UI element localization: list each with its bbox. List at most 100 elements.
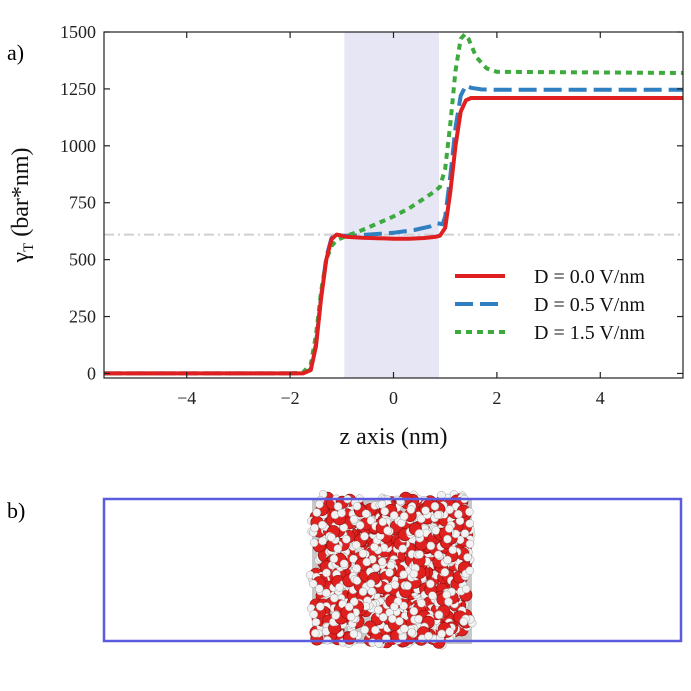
hydrogen-atom (355, 521, 365, 530)
hydrogen-atom (459, 617, 468, 626)
hydrogen-atom (443, 555, 452, 565)
hydrogen-atom (352, 501, 362, 511)
shaded-region (344, 32, 439, 378)
hydrogen-atom (339, 559, 349, 569)
tension-profile-chart: −4 −2 0 2 4 0 250 500 750 1000 1250 1500 z axis (n… (8, 22, 684, 450)
hydrogen-atom (311, 628, 320, 638)
hydrogen-atom (318, 520, 327, 530)
hydrogen-atom (399, 570, 408, 579)
hydrogen-atom (315, 584, 324, 593)
hydrogen-atom (349, 554, 358, 564)
hydrogen-atom (346, 612, 356, 622)
water-slab (305, 489, 477, 650)
y-tick-label: 1250 (60, 79, 96, 99)
hydrogen-atom (349, 515, 359, 524)
hydrogen-atom (428, 591, 437, 600)
hydrogen-atom (342, 535, 351, 544)
hydrogen-atom (349, 597, 359, 606)
hydrogen-atom (329, 554, 339, 564)
hydrogen-atom (379, 613, 388, 622)
legend-label-d15: D = 1.5 V/nm (534, 322, 645, 344)
hydrogen-atom (465, 507, 474, 517)
hydrogen-atom (366, 579, 376, 589)
hydrogen-atom (361, 509, 371, 519)
y-axis-title: γT (bar*nm) (8, 147, 37, 263)
hydrogen-atom (444, 524, 454, 533)
hydrogen-atom (388, 614, 397, 624)
hydrogen-atom (308, 579, 318, 589)
y-tick-label: 500 (69, 250, 96, 270)
hydrogen-atom (409, 569, 419, 579)
y-tick-label: 1500 (60, 22, 96, 42)
series-layer (104, 32, 684, 376)
hydrogen-atom (315, 602, 325, 611)
hydrogen-atom (465, 519, 474, 528)
hydrogen-atom (454, 509, 463, 519)
hydrogen-atom (460, 529, 470, 538)
hydrogen-atom (377, 557, 387, 566)
y-tick-label: 750 (69, 193, 96, 213)
hydrogen-atom (349, 629, 359, 639)
hydrogen-atom (311, 617, 321, 627)
hydrogen-atom (309, 538, 319, 548)
hydrogen-atom (360, 532, 369, 541)
y-axis-title-units: (bar*nm) (8, 147, 34, 242)
hydrogen-atom (315, 499, 324, 509)
y-tick-label: 0 (87, 363, 96, 383)
hydrogen-atom (383, 526, 392, 535)
hydrogen-atom (415, 529, 424, 538)
hydrogen-atom (374, 605, 383, 615)
hydrogen-atom (409, 606, 419, 616)
hydrogen-atom (398, 544, 408, 553)
hydrogen-atom (444, 597, 453, 607)
hydrogen-atom (421, 506, 430, 515)
y-axis-title-symbol: γ (8, 252, 34, 264)
hydrogen-atom (362, 557, 372, 567)
hydrogen-atom (443, 534, 452, 544)
y-tick-label: 250 (69, 307, 96, 327)
legend-label-d0: D = 0.0 V/nm (534, 266, 645, 288)
x-tick-label: 0 (389, 388, 398, 408)
hydrogen-atom (352, 540, 361, 550)
panel-a-label: a) (7, 40, 24, 65)
hydrogen-atom (327, 533, 336, 542)
x-axis: −4 −2 0 2 4 (177, 32, 605, 408)
hydrogen-atom (312, 508, 322, 517)
hydrogen-atom (424, 631, 433, 641)
hydrogen-atom (406, 505, 416, 514)
hydrogen-atom (433, 510, 443, 520)
hydrogen-atom (400, 624, 409, 633)
hydrogen-atom (395, 616, 404, 626)
hydrogen-atom (407, 628, 416, 637)
hydrogen-atom (442, 590, 451, 600)
hydrogen-atom (465, 566, 475, 575)
hydrogen-atom (399, 511, 409, 521)
hydrogen-atom (465, 539, 475, 549)
hydrogen-atom (399, 601, 408, 611)
hydrogen-atom (403, 581, 412, 591)
hydrogen-atom (333, 544, 343, 553)
hydrogen-atom (370, 542, 379, 552)
hydrogen-atom (386, 561, 396, 570)
hydrogen-atom (434, 610, 444, 620)
hydrogen-atom (337, 508, 346, 518)
hydrogen-atom (390, 602, 399, 612)
hydrogen-atom (358, 587, 368, 596)
hydrogen-atom (333, 502, 343, 511)
x-tick-label: −2 (281, 388, 300, 408)
hydrogen-atom (437, 629, 446, 639)
hydrogen-atom (390, 580, 400, 590)
y-axis: 0 250 500 750 1000 1250 1500 (60, 22, 683, 383)
hydrogen-atom (309, 610, 319, 619)
hydrogen-atom (366, 516, 376, 525)
hydrogen-atom (448, 545, 458, 555)
hydrogen-atom (389, 511, 399, 520)
hydrogen-atom (378, 517, 388, 527)
hydrogen-atom (318, 536, 327, 546)
hydrogen-atom (371, 625, 380, 635)
hydrogen-atom (434, 550, 443, 560)
hydrogen-atom (358, 549, 368, 558)
hydrogen-atom (322, 568, 331, 578)
hydrogen-atom (330, 593, 339, 603)
